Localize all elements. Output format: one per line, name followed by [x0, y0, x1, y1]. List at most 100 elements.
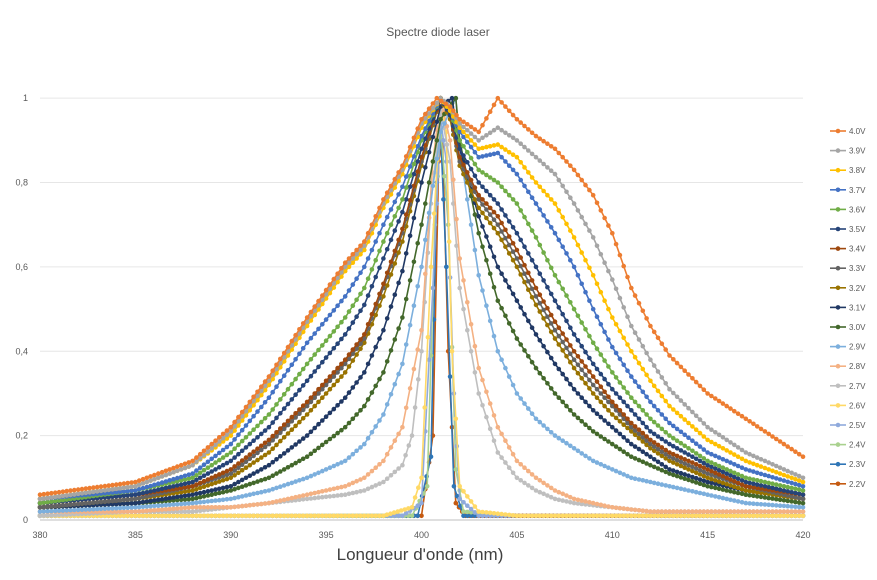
data-point [476, 509, 482, 514]
data-point [529, 278, 535, 283]
data-point [728, 509, 733, 514]
data-point [396, 205, 401, 211]
data-point [724, 513, 729, 519]
data-point [444, 142, 450, 147]
data-point [575, 501, 581, 506]
data-point [251, 513, 256, 519]
data-point [625, 274, 630, 280]
data-point [728, 513, 733, 519]
data-point [629, 429, 634, 434]
data-point [579, 214, 584, 220]
legend-label: 3.7V [849, 186, 866, 195]
data-point [354, 314, 359, 320]
data-point [377, 376, 382, 382]
data-point [541, 299, 546, 304]
data-point [331, 370, 337, 375]
data-point [579, 376, 584, 381]
data-point [579, 250, 584, 255]
data-point [346, 326, 352, 331]
data-point [526, 221, 531, 227]
data-point [556, 366, 562, 372]
data-point [403, 342, 409, 347]
data-point [426, 357, 432, 363]
data-point [506, 234, 512, 239]
data-point [610, 441, 615, 447]
data-point [87, 485, 92, 491]
data-point [152, 507, 157, 513]
data-point [529, 411, 535, 417]
data-point [350, 256, 356, 261]
data-point [426, 149, 432, 155]
data-point [575, 208, 581, 213]
data-point [262, 501, 268, 506]
data-point [598, 208, 604, 213]
data-point [75, 501, 81, 507]
data-point [506, 445, 512, 450]
data-point [403, 453, 408, 458]
data-point [293, 479, 298, 484]
data-point [201, 494, 207, 499]
data-point [678, 486, 684, 492]
data-point [510, 197, 516, 202]
data-point [369, 353, 375, 358]
data-point [140, 513, 146, 519]
data-point [560, 348, 565, 353]
data-point [407, 233, 413, 238]
data-point [136, 491, 142, 497]
data-point [56, 503, 62, 509]
data-point [190, 500, 195, 506]
data-point [159, 513, 165, 519]
data-point [205, 449, 211, 455]
data-point [209, 441, 214, 447]
data-point [415, 169, 421, 174]
data-point [590, 306, 596, 312]
data-point [426, 210, 432, 216]
data-point [465, 494, 470, 499]
data-point [186, 493, 192, 498]
data-point [224, 476, 230, 482]
data-point [201, 473, 207, 479]
data-point [339, 319, 344, 325]
data-point [281, 435, 287, 440]
data-point [156, 481, 161, 487]
data-point [743, 500, 749, 506]
data-point [548, 225, 554, 230]
data-point [499, 144, 504, 150]
data-point [255, 469, 260, 474]
data-point [739, 500, 745, 505]
data-point [201, 448, 207, 454]
data-point [701, 460, 707, 466]
data-point [777, 483, 783, 488]
data-point [766, 480, 771, 486]
data-point [610, 505, 615, 510]
data-point [506, 251, 512, 256]
data-point [293, 460, 298, 466]
data-point [457, 154, 463, 160]
data-point [606, 465, 611, 471]
data-point [644, 434, 649, 439]
y-tick-label: 0 [23, 515, 28, 525]
data-point [506, 284, 512, 290]
data-point [701, 434, 707, 439]
data-point [236, 414, 241, 420]
data-point [526, 251, 531, 256]
data-point [785, 479, 790, 485]
data-point [552, 273, 558, 278]
data-point [148, 478, 153, 483]
data-point [484, 257, 489, 263]
data-point [606, 306, 611, 312]
data-point [602, 463, 607, 469]
data-point [243, 408, 249, 414]
data-point [724, 403, 729, 409]
data-point [495, 125, 501, 130]
data-point [697, 417, 703, 422]
data-point [503, 227, 508, 233]
data-point [358, 341, 363, 347]
data-point [560, 399, 565, 405]
data-point [152, 476, 157, 482]
data-point [251, 471, 256, 476]
legend-swatch-marker [835, 403, 841, 408]
data-point [285, 481, 291, 487]
data-point [781, 441, 787, 447]
data-point [671, 513, 676, 519]
